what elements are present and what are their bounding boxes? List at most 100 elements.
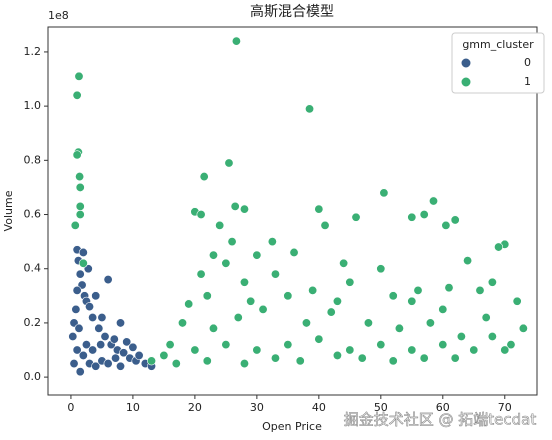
plot-frame [47,26,538,396]
y-tick-label: 0.8 [24,153,42,166]
point [512,296,522,306]
point [75,210,85,220]
point [283,340,293,350]
y-tick-label: 0.0 [24,370,42,383]
point [388,356,398,366]
point [363,318,373,328]
point [267,237,277,247]
legend-box [451,32,545,94]
y-tick-label: 1.2 [24,45,42,58]
x-tick-label: 0 [67,401,74,414]
point [100,331,110,341]
point [246,296,256,306]
point [75,269,85,279]
point [75,367,85,377]
point [72,285,82,295]
x-tick-label: 10 [126,401,140,414]
point [413,285,423,295]
point [116,361,126,371]
point [85,302,95,312]
point [208,323,218,333]
point [72,345,82,355]
point [199,172,209,182]
point [78,350,88,360]
point [441,220,451,230]
point [239,277,249,287]
y-tick-label: 1.0 [24,99,42,112]
point [301,318,311,328]
point [122,337,132,347]
point [196,210,206,220]
point [230,201,240,211]
point [91,291,101,301]
point [332,296,342,306]
point [270,269,280,279]
point [506,340,516,350]
point [376,264,386,274]
point [159,350,169,360]
point [202,356,212,366]
point [289,247,299,257]
point [69,359,79,369]
point [103,275,113,285]
point [233,312,243,322]
point [116,318,126,328]
x-tick-label: 40 [312,401,326,414]
point [75,172,85,182]
point [202,291,212,301]
point [196,269,206,279]
point [500,345,510,355]
point [379,188,389,198]
point [305,104,315,114]
legend-label: 0 [524,56,531,69]
point [221,258,231,268]
point [320,220,330,230]
point [463,256,473,266]
point [469,345,479,355]
point [94,323,104,333]
point [450,353,460,363]
legend-marker [460,76,472,88]
x-tick-label: 70 [498,401,512,414]
point [376,340,386,350]
point [258,304,268,314]
point [326,307,336,317]
point [184,299,194,309]
point [270,353,280,363]
point [295,356,305,366]
point [109,334,119,344]
point [75,201,85,211]
point [128,342,138,352]
point [351,212,361,222]
point [438,340,448,350]
point [407,345,417,355]
point [388,291,398,301]
point [314,334,324,344]
point [190,345,200,355]
y-tick-label: 0.2 [24,316,42,329]
y-tick-label: 0.4 [24,262,42,275]
point [419,210,429,220]
point [239,359,249,369]
y-offset-label: 1e8 [48,9,69,22]
point [487,331,497,341]
point [332,350,342,360]
point [171,359,181,369]
point [227,237,237,247]
point [78,258,88,268]
point [177,318,187,328]
point [88,345,98,355]
x-tick-label: 60 [436,401,450,414]
x-axis-label: Open Price [262,420,322,433]
point [68,331,78,341]
point [224,158,234,168]
point [72,150,82,160]
point [308,285,318,295]
point [231,36,241,46]
point [407,296,417,306]
point [70,220,80,230]
point [283,291,293,301]
point [239,204,249,214]
point [394,323,404,333]
point [518,323,528,333]
